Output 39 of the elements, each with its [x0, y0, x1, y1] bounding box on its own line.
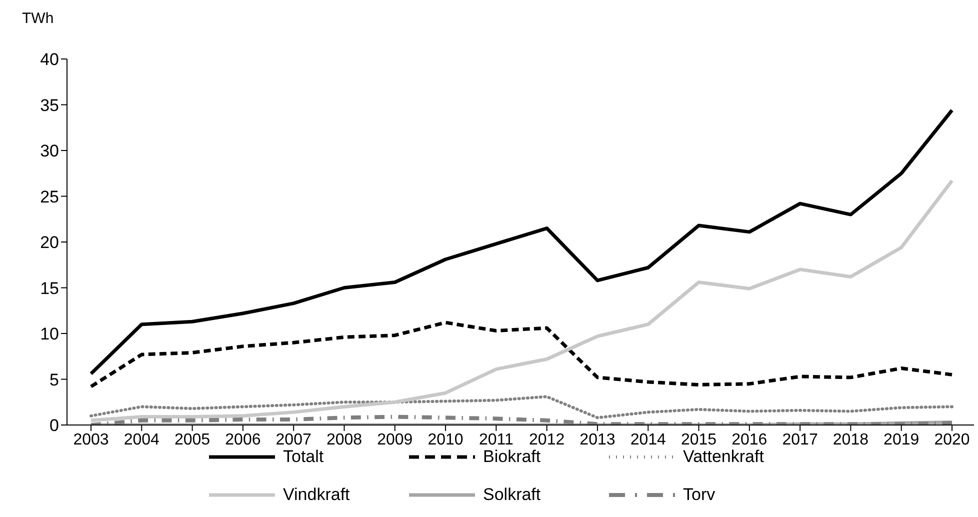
legend-label: Totalt	[283, 447, 324, 467]
y-axis-title: TWh	[22, 10, 54, 27]
x-tick-label: 2016	[732, 431, 768, 448]
x-tick-label: 2004	[124, 431, 160, 448]
x-tick-label: 2008	[326, 431, 362, 448]
line-series	[89, 414, 954, 425]
y-tick-label: 10	[40, 324, 59, 344]
y-tick-label: 30	[40, 142, 59, 161]
x-tick-label: 2007	[276, 431, 312, 448]
x-tick-label: 2005	[174, 431, 210, 448]
legend-label: Torv	[683, 485, 716, 505]
x-tick-label: 2006	[225, 431, 261, 448]
y-tick-label: 5	[50, 370, 59, 390]
x-tick-label: 2003	[73, 431, 109, 448]
y-tick-label: 0	[50, 416, 59, 436]
x-tick-label: 2009	[377, 431, 413, 448]
legend-label: Solkraft	[483, 485, 541, 505]
legend-label: Vindkraft	[283, 485, 350, 505]
x-tick-label: 2017	[782, 431, 818, 448]
y-tick-label: 25	[40, 187, 59, 206]
line-series	[89, 108, 954, 376]
x-tick-label: 2013	[580, 431, 616, 448]
x-tick-label: 2020	[934, 431, 970, 448]
y-tick-label: 40	[40, 50, 59, 70]
x-tick-label: 2011	[478, 431, 514, 448]
x-tick-label: 2010	[428, 431, 464, 448]
y-tick-label: 15	[40, 278, 59, 298]
y-tick-label: 35	[40, 96, 59, 115]
x-tick-label: 2012	[529, 431, 565, 448]
line-series	[90, 395, 954, 420]
line-series	[89, 178, 954, 422]
line-series	[89, 320, 954, 388]
x-tick-label: 2015	[680, 431, 717, 448]
x-tick-label: 2019	[884, 431, 920, 448]
legend-label: Vattenkraft	[683, 447, 764, 467]
y-tick-label: 20	[40, 233, 59, 252]
x-tick-label: 2018	[832, 431, 869, 448]
x-tick-label: 2014	[630, 431, 666, 448]
legend-label: Biokraft	[483, 447, 541, 467]
